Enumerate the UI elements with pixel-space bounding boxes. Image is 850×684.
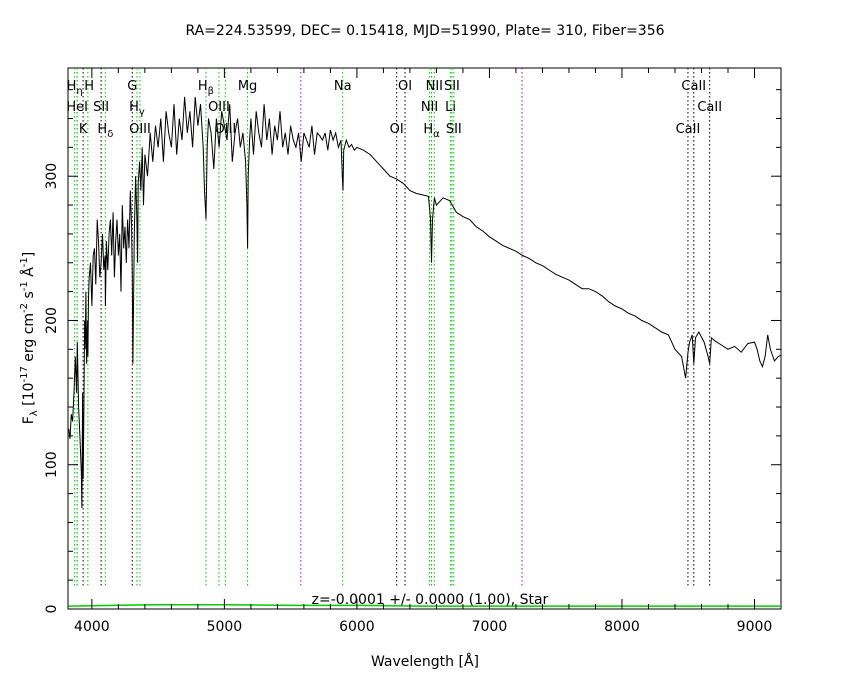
- x-tick-label-4000: 4000: [74, 619, 110, 635]
- x-tick-label-6000: 6000: [339, 619, 375, 635]
- redshift-annotation: z=-0.0001 +/- 0.0000 (1.00), Star: [312, 592, 549, 608]
- y-tick-label-0: 0: [44, 605, 60, 614]
- x-axis-label: Wavelength [Å]: [371, 653, 479, 670]
- marker-label-7: G: [127, 79, 137, 94]
- marker-label-17: OI: [398, 79, 412, 94]
- marker-label-25: CaII: [676, 122, 701, 137]
- marker-label-13: Mg: [238, 79, 257, 94]
- marker-labels: Hη H HeI K SII Hδ G Hγ OIII Hβ OIII OIII Mg Na OI OI NII…: [66, 79, 722, 140]
- axis-ticks: 4000 5000 6000 7000 8000 9000 0 100 200 300: [44, 68, 781, 635]
- marker-label-20: NII: [426, 79, 443, 94]
- marker-label-16: OI: [390, 122, 404, 137]
- marker-label-26: CaII: [681, 79, 706, 94]
- marker-label-27: CaII: [697, 100, 722, 115]
- series-error-line: [68, 603, 781, 607]
- x-tick-label-9000: 9000: [737, 619, 773, 635]
- marker-label-2: HeI: [66, 100, 88, 115]
- marker-label-12: OIII: [214, 122, 236, 137]
- marker-label-9: OIII: [129, 122, 151, 137]
- x-tick-label-5000: 5000: [207, 619, 243, 635]
- chart-title: RA=224.53599, DEC= 0.15418, MJD=51990, P…: [185, 23, 664, 39]
- marker-label-3: K: [79, 122, 88, 137]
- marker-label-18: NII: [421, 100, 438, 115]
- y-axis-label-text: Fλ [10-17 erg cm-2 s-1 Å-1]: [19, 252, 40, 425]
- marker-label-23: SII: [446, 122, 462, 137]
- x-tick-label-8000: 8000: [604, 619, 640, 635]
- plot-frame: [67, 67, 782, 610]
- marker-label-0: Hη: [67, 79, 83, 97]
- series-layer: [68, 96, 782, 607]
- series-flux-line: [68, 96, 782, 509]
- line-markers: [74, 68, 711, 588]
- y-tick-label-100: 100: [44, 451, 60, 478]
- marker-label-5: SII: [93, 100, 109, 115]
- marker-label-1: H: [84, 79, 94, 94]
- marker-label-19: Hα: [423, 122, 440, 140]
- marker-label-15: Na: [334, 79, 352, 94]
- marker-label-6: Hδ: [97, 122, 113, 140]
- y-tick-label-300: 300: [44, 163, 60, 190]
- marker-label-22: SII: [444, 79, 460, 94]
- y-axis-label: Fλ [10-17 erg cm-2 s-1 Å-1]: [19, 252, 40, 425]
- marker-label-11: OIII: [208, 100, 230, 115]
- x-tick-label-7000: 7000: [472, 619, 508, 635]
- y-tick-label-200: 200: [44, 307, 60, 334]
- marker-label-21: Li: [445, 100, 456, 115]
- marker-label-10: Hβ: [198, 79, 214, 97]
- marker-label-8: Hγ: [129, 100, 145, 118]
